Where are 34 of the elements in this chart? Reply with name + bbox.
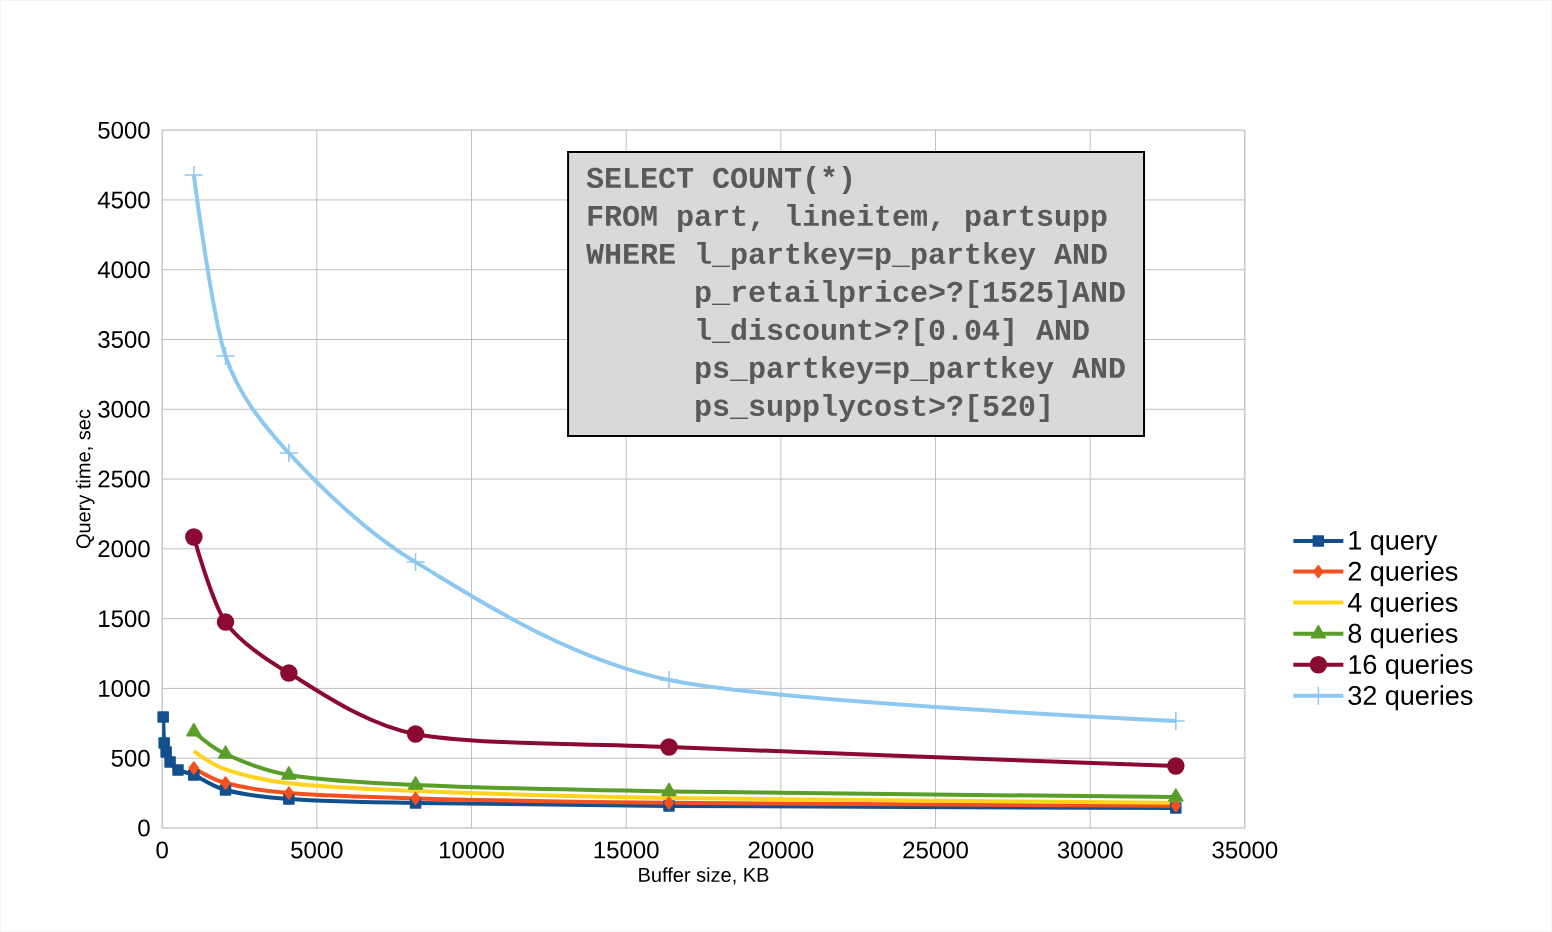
x-tick-label: 20000 <box>748 841 814 859</box>
y-tick-label: 1500 <box>99 610 150 628</box>
legend-label: 16 queries <box>1349 654 1473 680</box>
annotation: l_discount>?[0.04] AND <box>697 317 1089 346</box>
x-axis-title: Buffer size, KB <box>639 867 769 885</box>
x-tick-label: 0 <box>156 841 168 859</box>
y-tick-label: 3500 <box>98 330 150 348</box>
x-tick-label: 5000 <box>291 841 343 859</box>
x-tick-label: 30000 <box>1057 841 1123 859</box>
annotation: WHERE l_partkey=p_partkey AND <box>586 241 1107 270</box>
y-tick-label: 0 <box>138 819 150 837</box>
legend-label: 8 queries <box>1348 623 1458 649</box>
y-tick-label: 2000 <box>98 540 150 558</box>
y-tick-label: 5000 <box>98 121 150 139</box>
legend-label: 32 queries <box>1348 685 1473 711</box>
y-axis-title: Query time, sec <box>75 409 95 549</box>
y-tick-label: 2500 <box>98 470 150 488</box>
legend-label: 2 queries <box>1348 560 1458 587</box>
annotation: SELECT COUNT(*) <box>586 166 851 194</box>
y-tick-label: 1000 <box>99 679 150 697</box>
legend-label: 4 queries <box>1347 592 1458 618</box>
annotation: FROM part, lineitem, partsupp <box>588 204 1107 232</box>
x-tick-label: 35000 <box>1212 841 1278 859</box>
annotation: p_retailprice>?[1525]AND <box>696 279 1125 308</box>
x-tick-label: 25000 <box>903 841 968 859</box>
y-tick-label: 500 <box>111 749 150 767</box>
annotation: ps_partkey=p_partkey AND <box>696 355 1125 384</box>
x-tick-label: 10000 <box>439 841 504 859</box>
y-tick-label: 4000 <box>97 261 150 279</box>
x-tick-label: 15000 <box>594 841 659 859</box>
y-tick-label: 4500 <box>97 191 150 209</box>
annotation: ps_supplycost>?[520] <box>696 393 1049 422</box>
legend-label: 1 query <box>1349 530 1438 556</box>
y-tick-label: 3000 <box>98 400 150 418</box>
